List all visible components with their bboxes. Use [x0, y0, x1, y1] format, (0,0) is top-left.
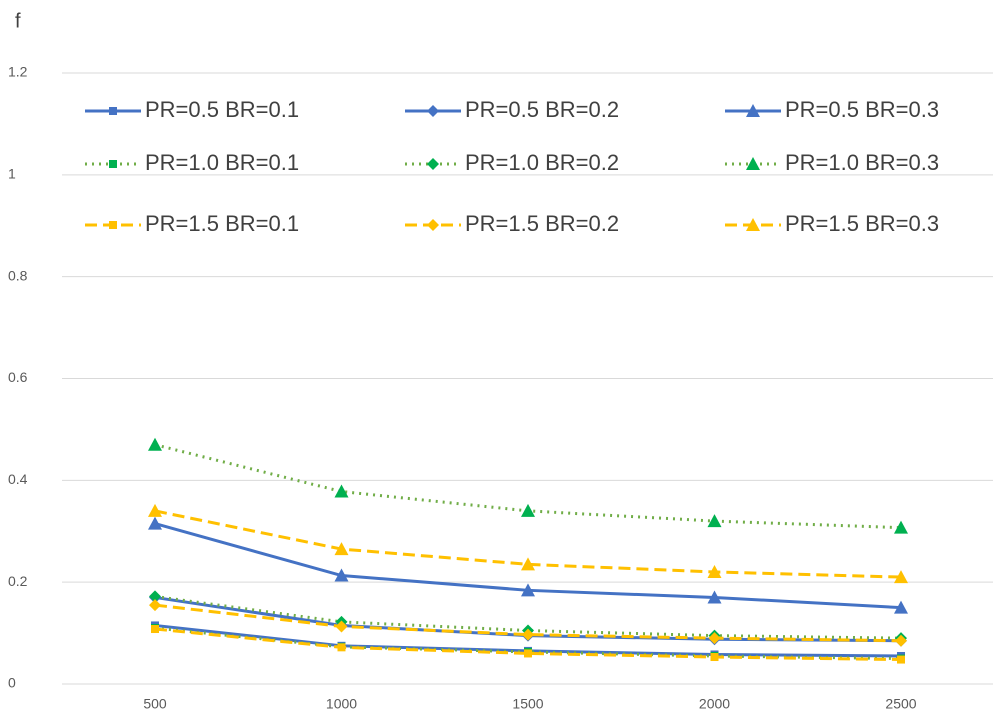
legend-label: PR=0.5 BR=0.3 — [785, 97, 939, 122]
legend-label: PR=1.0 BR=0.3 — [785, 150, 939, 175]
series-line — [154, 509, 902, 579]
y-tick-label: 0.6 — [8, 369, 28, 385]
legend-marker — [746, 104, 760, 117]
data-point — [149, 590, 161, 603]
series-line — [154, 603, 902, 643]
data-point — [524, 649, 532, 658]
legend-label: PR=0.5 BR=0.2 — [465, 97, 619, 122]
series-line — [154, 627, 902, 662]
legend-label: PR=1.5 BR=0.1 — [145, 211, 299, 236]
y-tick-label: 0.8 — [8, 267, 28, 283]
data-point — [334, 484, 349, 498]
data-point — [148, 437, 162, 451]
data-point — [707, 564, 722, 578]
data-point — [710, 653, 719, 662]
data-point — [151, 625, 159, 634]
legend-marker — [427, 158, 439, 170]
data-point — [707, 590, 722, 604]
data-point — [895, 634, 907, 647]
legend-label: PR=0.5 BR=0.1 — [145, 97, 299, 122]
data-point — [335, 620, 348, 633]
data-point — [894, 600, 908, 614]
legend-marker — [109, 160, 117, 168]
data-point — [894, 520, 908, 534]
data-point — [521, 557, 535, 571]
data-point — [707, 514, 722, 528]
legend-label: PR=1.0 BR=0.1 — [145, 150, 299, 175]
x-tick-label: 2500 — [885, 696, 916, 712]
data-point — [521, 583, 535, 597]
legend-label: PR=1.0 BR=0.2 — [465, 150, 619, 175]
y-tick-label: 0.2 — [8, 573, 28, 589]
legend-marker — [746, 218, 760, 231]
y-tick-label: 0 — [8, 675, 16, 691]
data-point — [148, 516, 162, 530]
x-tick-label: 500 — [143, 696, 167, 712]
y-tick-label: 1 — [8, 166, 16, 182]
data-point — [522, 628, 534, 641]
legend-marker — [109, 221, 117, 229]
data-point — [894, 570, 908, 584]
legend-marker — [427, 105, 439, 117]
data-point — [149, 599, 161, 612]
data-point — [337, 643, 346, 652]
data-point — [148, 503, 162, 517]
x-tick-label: 1500 — [512, 696, 543, 712]
y-axis-label: f — [15, 10, 21, 32]
y-tick-label: 0.4 — [8, 471, 28, 487]
legend-marker — [109, 107, 117, 115]
data-point — [334, 568, 349, 582]
data-point — [897, 655, 905, 664]
x-tick-label: 1000 — [326, 696, 357, 712]
data-point — [334, 542, 349, 556]
series-line — [154, 594, 902, 640]
y-tick-label: 1.2 — [8, 64, 28, 80]
data-point — [521, 503, 535, 517]
x-tick-label: 2000 — [699, 696, 730, 712]
data-point — [708, 632, 721, 645]
legend-label: PR=1.5 BR=0.3 — [785, 211, 939, 236]
legend-marker — [427, 219, 439, 231]
legend-label: PR=1.5 BR=0.2 — [465, 211, 619, 236]
legend-marker — [746, 157, 760, 170]
